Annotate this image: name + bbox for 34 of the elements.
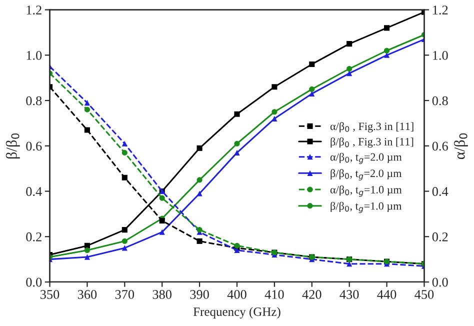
y-tick-label: 0.8 [26,96,42,106]
x-axis-title: Frequency (GHz) [193,307,280,319]
y2-tick-label: 0.6 [432,142,448,151]
y2-tick-label: 0.0 [432,278,448,287]
y2-tick-label: 0.2 [432,232,448,242]
legend-label: β/β$_{0}$ , Fig.3 in [11] [330,137,414,148]
x-tick-label: 360 [78,290,97,299]
legend-label: α/β$_{0}$, t$_{g}$=2.0 µm [330,152,402,164]
y-tick-label: 0.4 [26,187,42,196]
y-tick-label: 1.2 [26,6,42,15]
y-tick-label: 0.2 [26,232,42,242]
x-tick-label: 370 [115,290,134,299]
y-tick-label: 1.0 [26,50,42,60]
x-tick-label: 400 [227,290,246,299]
x-tick-label: 430 [340,290,359,299]
x-tick-label: 350 [40,290,60,299]
x-tick-label: 410 [264,290,284,299]
y2-tick-label: 1.0 [433,50,448,60]
y-tick-label: 0.0 [26,278,42,287]
y-axis-title: β/β$_{0}$ [6,133,20,158]
y2-tick-label: 1.2 [433,6,448,15]
legend-label: α/β$_{0}$, t$_{g}$=1.0 µm [330,185,402,197]
y2-axis-title: α/β$_{0}$ [454,133,468,160]
x-tick-label: 450 [414,290,434,299]
x-tick-label: 440 [377,290,396,299]
legend-label: β/β$_{0}$, t$_{g}$=1.0 µm [330,202,402,214]
legend-label: β/β$_{0}$, t$_{g}$=2.0 µm [330,169,402,180]
y-tick-label: 0.6 [26,142,42,151]
x-tick-label: 390 [190,290,209,299]
legend-label: α/β$_{0}$ , Fig.3 in [11] [330,122,414,132]
y2-tick-label: 0.8 [432,96,448,106]
x-tick-label: 420 [302,290,322,299]
y2-tick-label: 0.4 [432,187,448,196]
x-tick-label: 380 [152,290,172,299]
